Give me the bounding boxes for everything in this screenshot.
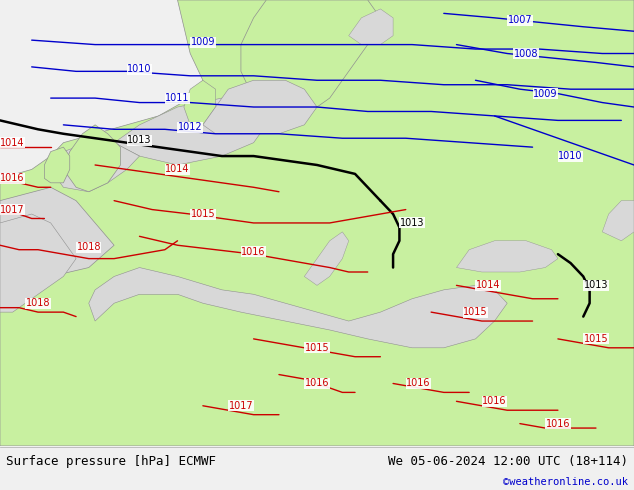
Text: 1016: 1016	[305, 378, 329, 389]
Polygon shape	[602, 201, 634, 241]
Text: 1016: 1016	[1, 173, 25, 183]
Text: 1016: 1016	[242, 247, 266, 257]
Polygon shape	[203, 80, 317, 134]
Polygon shape	[304, 232, 349, 285]
Polygon shape	[51, 143, 139, 192]
Text: 1015: 1015	[305, 343, 329, 353]
Text: 1009: 1009	[533, 89, 557, 98]
Text: Surface pressure [hPa] ECMWF: Surface pressure [hPa] ECMWF	[6, 455, 216, 468]
Text: 1007: 1007	[508, 15, 532, 25]
Polygon shape	[63, 125, 120, 192]
Text: 1018: 1018	[77, 243, 101, 252]
Polygon shape	[0, 0, 634, 446]
Polygon shape	[349, 9, 393, 45]
Text: 1010: 1010	[127, 64, 152, 74]
Text: 1011: 1011	[165, 93, 190, 103]
Polygon shape	[456, 241, 558, 272]
Text: 1015: 1015	[584, 334, 608, 344]
Text: 1013: 1013	[127, 135, 152, 146]
Text: 1017: 1017	[229, 401, 253, 411]
Text: 1008: 1008	[514, 49, 538, 58]
Polygon shape	[89, 268, 507, 348]
Text: 1009: 1009	[191, 37, 215, 48]
Text: We 05-06-2024 12:00 UTC (18+114): We 05-06-2024 12:00 UTC (18+114)	[387, 455, 628, 468]
Polygon shape	[0, 214, 76, 312]
Polygon shape	[44, 147, 70, 183]
Text: 1010: 1010	[559, 151, 583, 161]
Text: 1016: 1016	[482, 396, 507, 406]
Text: 1017: 1017	[1, 204, 25, 215]
Text: 1012: 1012	[178, 122, 202, 132]
Polygon shape	[0, 187, 114, 281]
Text: 1014: 1014	[165, 165, 190, 174]
Polygon shape	[241, 0, 380, 125]
Text: 1018: 1018	[26, 298, 50, 308]
Text: 1016: 1016	[406, 378, 430, 389]
Text: 1016: 1016	[546, 418, 570, 429]
Text: 1015: 1015	[191, 209, 215, 219]
Text: 1014: 1014	[1, 138, 25, 147]
Polygon shape	[184, 80, 216, 125]
Polygon shape	[114, 98, 266, 165]
Text: ©weatheronline.co.uk: ©weatheronline.co.uk	[503, 477, 628, 487]
Text: 1014: 1014	[476, 280, 500, 291]
Text: 1013: 1013	[584, 280, 608, 291]
Text: 1013: 1013	[400, 218, 424, 228]
Text: 1015: 1015	[463, 307, 488, 317]
